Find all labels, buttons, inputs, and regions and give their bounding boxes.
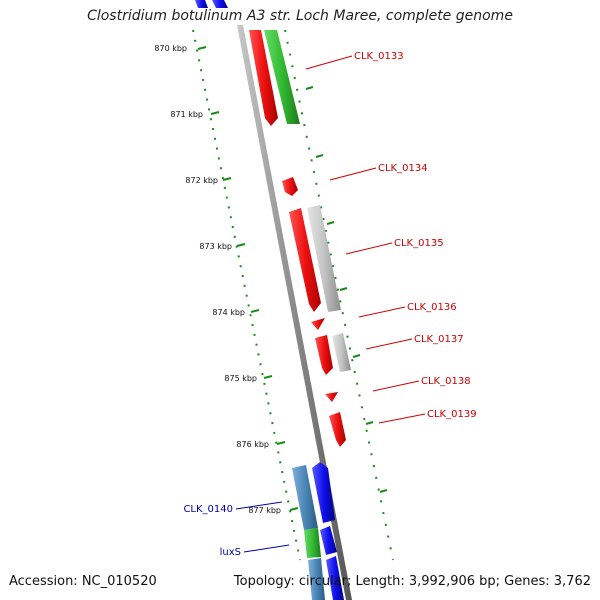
- leader-line-clk-0136: [358, 306, 406, 318]
- major-tick: [289, 507, 299, 511]
- leader-line-luxS: [243, 544, 290, 553]
- gene-label-clk-0133[interactable]: CLK_0133: [354, 51, 404, 62]
- gene-arrow-top-blue-1[interactable]: [195, 0, 208, 8]
- major-tick: [339, 287, 348, 291]
- tick-label-870: 870 kbp: [154, 44, 187, 53]
- tick-label-871: 871 kbp: [170, 110, 203, 119]
- gene-arrow-clk-0137[interactable]: [315, 335, 333, 375]
- gene-label-clk-0140[interactable]: CLK_0140: [183, 504, 233, 515]
- major-tick: [250, 309, 260, 313]
- gene-arrow-clk-0133[interactable]: [249, 30, 278, 126]
- gene-label-clk-0139[interactable]: CLK_0139: [427, 409, 477, 420]
- leader-line-clk-0134: [329, 167, 377, 181]
- gene-labels: CLK_0133 CLK_0134 CLK_0135 CLK_0136 CLK_…: [183, 51, 476, 558]
- gene-arrow-steel-bottom[interactable]: [308, 558, 325, 600]
- gene-arrow-top-blue-2[interactable]: [212, 0, 228, 8]
- gene-arrow-clk-0136[interactable]: [311, 318, 325, 330]
- gene-arrow-clk-0140[interactable]: [292, 465, 318, 530]
- tick-label-876: 876 kbp: [236, 440, 269, 449]
- major-tick: [210, 111, 220, 115]
- tick-label-873: 873 kbp: [199, 242, 232, 251]
- inner-tick-track: [192, 29, 301, 561]
- major-tick: [236, 243, 246, 247]
- genome-backbone: [237, 25, 352, 600]
- leader-line-clk-0139: [378, 413, 426, 424]
- tick-label-877: 877 kbp: [248, 506, 281, 515]
- major-tick: [379, 489, 388, 493]
- major-tick: [263, 375, 273, 379]
- scale-labels: 870 kbp 871 kbp 872 kbp 873 kbp 874 kbp …: [154, 44, 281, 515]
- gene-label-clk-0135[interactable]: CLK_0135: [394, 238, 444, 249]
- scale-ticks: [197, 46, 388, 511]
- major-tick: [222, 177, 232, 181]
- map-title: Clostridium botulinum A3 str. Loch Maree…: [87, 8, 513, 24]
- gene-arrow-blue-b[interactable]: [320, 526, 337, 555]
- gene-label-luxS[interactable]: luxS: [220, 547, 241, 558]
- accession-text: Accession: NC_010520: [9, 574, 157, 589]
- gene-label-clk-0136[interactable]: CLK_0136: [407, 302, 457, 313]
- gene-label-clk-0137[interactable]: CLK_0137: [414, 334, 464, 345]
- major-tick: [305, 86, 314, 90]
- leader-line-clk-0135: [345, 242, 393, 255]
- leader-line-clk-0138: [372, 380, 420, 392]
- major-tick: [365, 421, 374, 425]
- major-tick: [197, 46, 207, 50]
- tick-label-874: 874 kbp: [212, 308, 245, 317]
- gene-arrow-clk-0135[interactable]: [289, 208, 321, 312]
- leader-line-clk-0140: [235, 501, 283, 510]
- gene-label-clk-0138[interactable]: CLK_0138: [421, 376, 471, 387]
- feature-green-1[interactable]: [264, 30, 300, 124]
- gene-arrow-luxS[interactable]: [304, 528, 321, 558]
- leader-line-clk-0137: [365, 338, 413, 350]
- tick-label-872: 872 kbp: [185, 176, 218, 185]
- major-tick: [276, 441, 286, 445]
- leader-line-clk-0133: [305, 55, 353, 70]
- gene-leader-lines: [235, 55, 426, 553]
- topology-text: Topology: circular; Length: 3,992,906 bp…: [233, 574, 591, 589]
- gene-arrow-clk-0138[interactable]: [325, 392, 338, 402]
- feature-grey-2[interactable]: [332, 333, 351, 372]
- major-tick: [326, 221, 335, 225]
- major-tick: [315, 154, 324, 158]
- gene-arrow-blue-a[interactable]: [312, 462, 335, 523]
- gene-arrow-clk-0134[interactable]: [282, 177, 298, 196]
- feature-grey-1[interactable]: [307, 205, 341, 312]
- gene-arrow-clk-0139[interactable]: [329, 412, 346, 447]
- gene-arrow-blue-bottom[interactable]: [326, 556, 344, 600]
- gene-label-clk-0134[interactable]: CLK_0134: [378, 163, 428, 174]
- tick-label-875: 875 kbp: [224, 374, 257, 383]
- major-tick: [352, 354, 361, 358]
